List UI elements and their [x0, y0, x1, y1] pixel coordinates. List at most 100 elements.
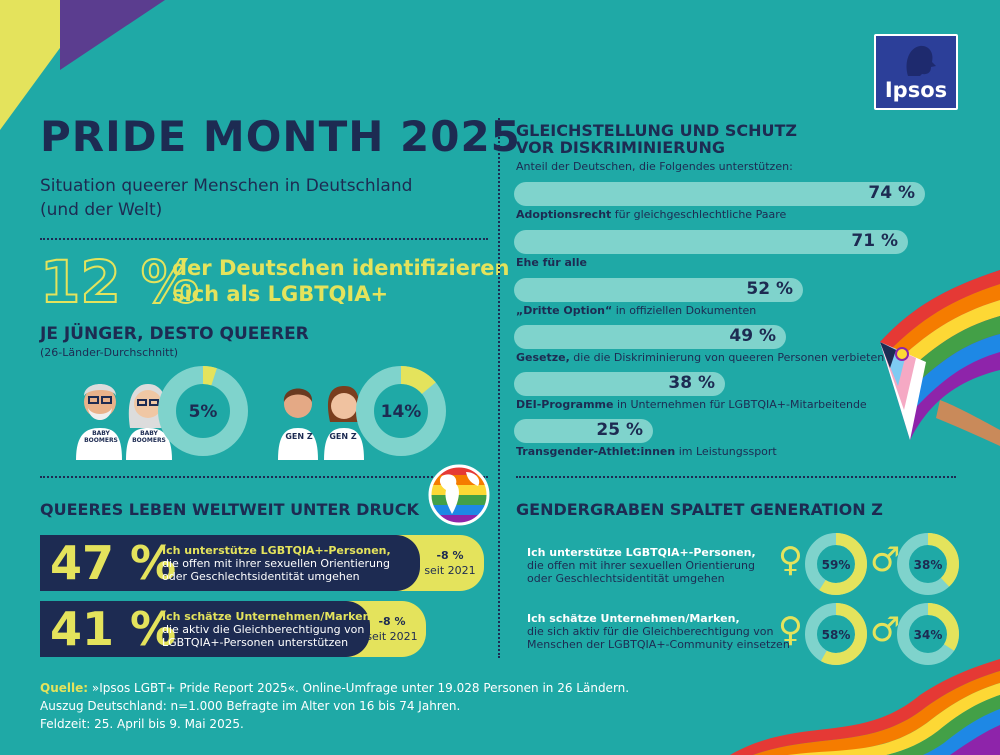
footer-line2: Auszug Deutschland: n=1.000 Befragte im …	[40, 699, 461, 713]
genz-donut: 14%	[356, 366, 446, 456]
male-symbol-2: ♂	[870, 610, 901, 650]
bar-label-bold: Ehe für alle	[516, 256, 587, 269]
bar-label-bold: Gesetze,	[516, 351, 570, 364]
footer-line1: Quelle: »Ipsos LGBT+ Pride Report 2025«.…	[40, 681, 629, 695]
stat-2-box	[40, 601, 370, 657]
female-symbol-2: ♀	[778, 610, 803, 650]
bar-label-dei-programme: DEI-Programme in Unternehmen für LGBTQIA…	[516, 398, 867, 411]
stat-1-text: Ich unterstütze LGBTQIA+-Personen, die o…	[162, 544, 391, 583]
bar-label-ehe-fuer-alle: Ehe für alle	[516, 256, 587, 269]
stat-1-since: seit 2021	[424, 564, 476, 577]
gender-row-1-line2: die offen mit ihrer sexuellen Orientieru…	[527, 559, 755, 572]
bar-value: 74 %	[868, 183, 915, 203]
donut-label-female-2: 58%	[822, 628, 851, 642]
bar-label-rest: für gleichgeschlechtliche Paare	[611, 208, 787, 221]
bar-label-gesetze: Gesetze, die die Diskriminierung von que…	[516, 351, 884, 364]
bar-label-bold: DEI-Programme	[516, 398, 614, 411]
ipsos-logo: Ipsos	[874, 34, 958, 110]
genz-tag-1: GEN Z	[285, 432, 313, 441]
divider	[40, 476, 488, 478]
boomer-tag-2: BABY BOOMERS	[132, 430, 166, 444]
bar-value: 71 %	[851, 231, 898, 251]
gender-row-1-line3: oder Geschlechtsidentität umgehen	[527, 572, 725, 585]
gender-row-2-line3: Menschen der LGBTQIA+-Community einsetze…	[527, 638, 790, 651]
gender-row-1-bold: Ich unterstütze LGBTQIA+-Personen,	[527, 546, 756, 559]
male-donut-1: 38%	[897, 533, 959, 595]
gender-row-2-line2: die sich aktiv für die Gleichberechtigun…	[527, 625, 774, 638]
donut-label-male-1: 38%	[914, 558, 943, 572]
logo-text: Ipsos	[884, 78, 948, 102]
bar-label-rest: in offiziellen Dokumenten	[612, 304, 757, 317]
stat-1-bold: Ich unterstütze LGBTQIA+-Personen,	[162, 544, 391, 557]
bar-gesetze: 49 %	[514, 325, 786, 349]
bar-value: 38 %	[668, 373, 715, 393]
male-symbol-1: ♂	[870, 540, 901, 580]
divider	[516, 476, 956, 478]
corner-decoration	[0, 0, 165, 130]
footer-source-label: Quelle:	[40, 681, 89, 695]
page-subtitle-line2: (und der Welt)	[40, 200, 163, 220]
bar-value: 52 %	[746, 279, 793, 299]
stat-2-line2: die aktiv die Gleichberechtigung von	[162, 623, 365, 636]
stat-2-since: seit 2021	[366, 630, 418, 643]
lgbt-share-value: 12 %	[39, 247, 200, 317]
generations-title: JE JÜNGER, DESTO QUEERER	[40, 324, 309, 344]
pride-flag-illustration	[880, 270, 1000, 446]
donut-label-boomers: 5%	[189, 402, 218, 422]
gen-z-illustration	[278, 386, 364, 460]
face-silhouette-icon	[906, 45, 936, 76]
stat-1-change-value: -8 %	[436, 549, 464, 562]
gender-row-1-text: Ich unterstütze LGBTQIA+-Personen, die o…	[527, 546, 756, 585]
bar-label-rest: in Unternehmen für LGBTQIA+-Mitarbeitend…	[613, 398, 867, 411]
bar-label-bold: Transgender-Athlet:innen	[516, 445, 676, 458]
bar-label-bold: Adoptionsrecht	[516, 208, 612, 221]
lgbt-share-text-line1: der Deutschen identifizieren	[172, 256, 510, 280]
stat-2-change-value: -8 %	[378, 615, 406, 628]
equality-intro: Anteil der Deutschen, die Folgendes unte…	[516, 160, 793, 173]
baby-boomers-illustration	[76, 384, 172, 460]
bar-label-adoptionsrecht: Adoptionsrecht für gleichgeschlechtliche…	[516, 208, 786, 221]
gender-title: GENDERGRABEN SPALTET GENERATION Z	[516, 500, 883, 519]
page-subtitle-line1: Situation queerer Menschen in Deutschlan…	[40, 176, 413, 196]
lgbt-share-text-line2: sich als LGBTQIA+	[172, 282, 389, 306]
bar-label-dritte-option: „Dritte Option“ in offiziellen Dokumente…	[516, 304, 756, 317]
equality-title-line1: GLEICHSTELLUNG UND SCHUTZ	[516, 121, 798, 140]
boomer-tag-1: BABY BOOMERS	[84, 430, 118, 444]
female-symbol-1: ♀	[778, 540, 803, 580]
stat-2-value: 41 %	[50, 602, 177, 656]
stat-2-bold: Ich schätze Unternehmen/Marken,	[162, 610, 375, 623]
bar-label-bold: „Dritte Option“	[516, 304, 613, 317]
female-donut-1: 59%	[805, 533, 867, 595]
donut-label-female-1: 59%	[822, 558, 851, 572]
globe-rainbow-icon	[428, 464, 490, 526]
bar-value: 25 %	[596, 420, 643, 440]
footer-source-text: »Ipsos LGBT+ Pride Report 2025«. Online-…	[88, 681, 630, 695]
stat-2-line3: LGBTQIA+-Personen unterstützen	[162, 636, 349, 649]
gender-row-2-bold: Ich schätze Unternehmen/Marken,	[527, 612, 740, 625]
bar-label-rest: die die Diskriminierung von queeren Pers…	[569, 351, 885, 364]
vertical-divider	[498, 118, 500, 658]
stat-1-box	[40, 535, 420, 591]
donut-label-male-2: 34%	[914, 628, 943, 642]
bar-adoptionsrecht: 74 %	[514, 182, 925, 206]
bar-dei-programme: 38 %	[514, 372, 725, 396]
genz-tag-2: GEN Z	[329, 432, 357, 441]
stat-1-line2: die offen mit ihrer sexuellen Orientieru…	[162, 557, 390, 570]
generations-note: (26-Länder-Durchschnitt)	[40, 346, 179, 359]
gender-row-2-text: Ich schätze Unternehmen/Marken, die sich…	[527, 612, 790, 651]
donut-label-genz: 14%	[381, 402, 422, 422]
male-donut-2: 34%	[897, 603, 959, 665]
world-title: QUEERES LEBEN WELTWEIT UNTER DRUCK	[40, 500, 419, 519]
page-title: PRIDE MONTH 2025	[40, 112, 521, 161]
equality-title-line2: VOR DISKRIMINIERUNG	[516, 138, 726, 157]
bar-value: 49 %	[729, 326, 776, 346]
boomers-donut: 5%	[158, 366, 248, 456]
stat-1-change: -8 % seit 2021	[420, 548, 480, 578]
bar-label-transgender-athleten: Transgender-Athlet:innen im Leistungsspo…	[516, 445, 777, 458]
stat-2-text: Ich schätze Unternehmen/Marken, die akti…	[162, 610, 375, 649]
footer-line3: Feldzeit: 25. April bis 9. Mai 2025.	[40, 717, 244, 731]
divider	[40, 238, 488, 240]
rainbow-ribbon	[730, 659, 1000, 755]
bar-ehe-fuer-alle: 71 %	[514, 230, 908, 254]
stat-1-value: 47 %	[50, 536, 177, 590]
